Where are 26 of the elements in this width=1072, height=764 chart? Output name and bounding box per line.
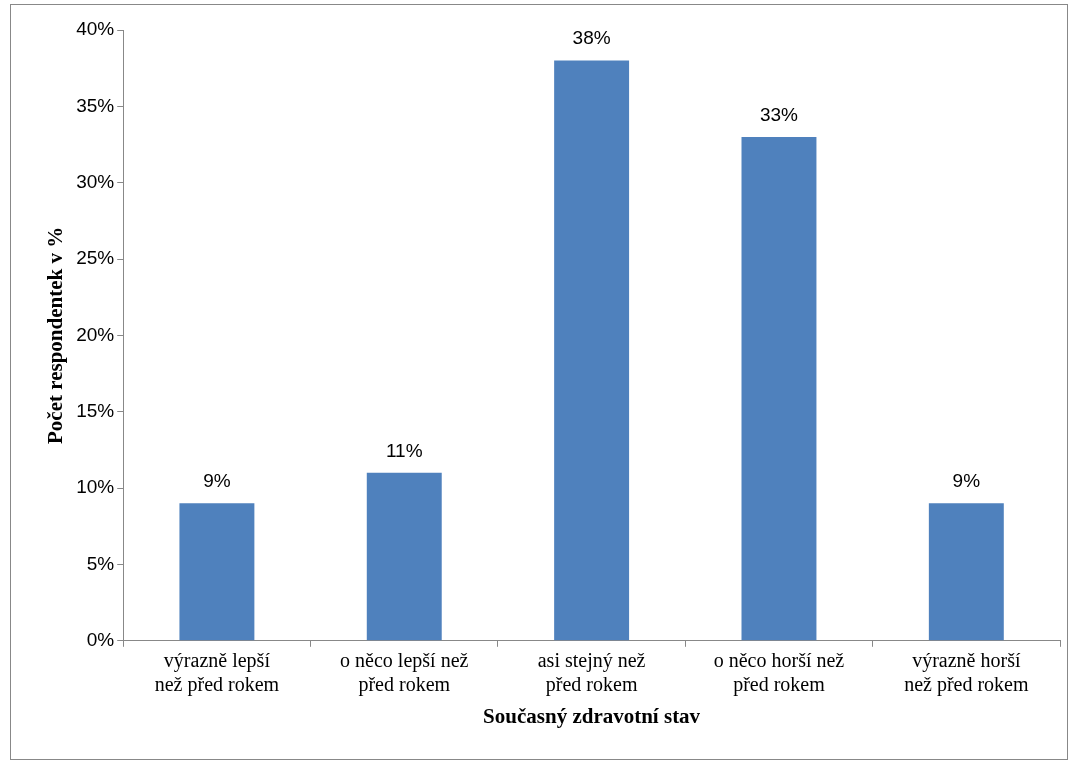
x-tick-label: výrazně lepší než před rokem: [154, 649, 280, 697]
y-tick-label: 5%: [86, 552, 115, 574]
y-tick-label: 15%: [76, 399, 115, 421]
x-tick-label: o něco horší než před rokem: [713, 649, 845, 697]
bar: [179, 503, 255, 641]
bar: [741, 136, 817, 641]
y-tick-label: 20%: [76, 323, 115, 345]
y-tick-label: 25%: [76, 247, 115, 269]
y-tick-label: 40%: [76, 18, 115, 40]
y-tick-label: 0%: [86, 629, 115, 651]
bar: [366, 472, 442, 641]
data-label: 9%: [203, 470, 231, 492]
y-tick-label: 10%: [76, 476, 115, 498]
data-label: 9%: [952, 470, 981, 492]
data-label: 11%: [385, 439, 423, 461]
x-tick-label: o něco lepší než před rokem: [340, 649, 469, 697]
bar: [928, 503, 1004, 641]
bar: [554, 60, 630, 641]
data-label: 33%: [759, 103, 799, 125]
x-axis-title: Současný zdravotní stav: [483, 703, 701, 728]
x-tick-label: asi stejný než před rokem: [537, 649, 646, 697]
y-tick-label: 35%: [76, 94, 115, 116]
data-label: 38%: [572, 27, 611, 49]
y-tick-label: 30%: [76, 170, 115, 192]
y-axis-title: Počet respondentek v %: [43, 226, 68, 444]
x-tick-label: výrazně horší než před rokem: [904, 649, 1029, 697]
